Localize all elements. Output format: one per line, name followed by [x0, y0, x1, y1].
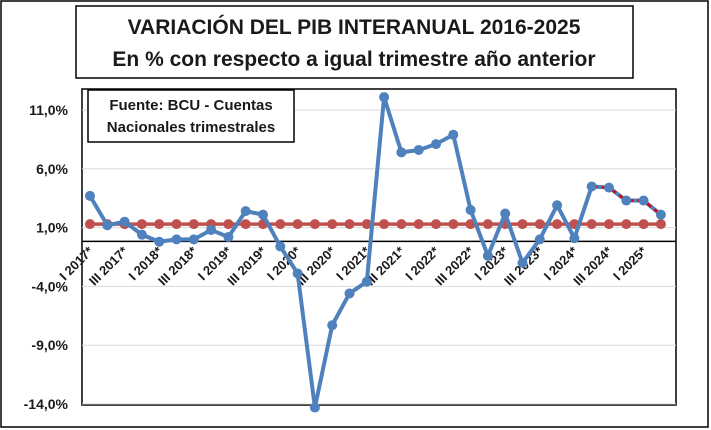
- data-point: [552, 219, 563, 230]
- y-tick-label: 1,0%: [36, 220, 68, 236]
- data-point: [240, 219, 251, 230]
- y-tick-label: -14,0%: [24, 396, 69, 412]
- y-axis-ticks: 11,0% 6,0% 1,0% -4,0% -9,0% -14,0%: [24, 102, 69, 412]
- data-point: [136, 219, 147, 230]
- data-point: [292, 268, 303, 279]
- title-box: [75, 5, 634, 79]
- data-point: [534, 219, 545, 230]
- data-point: [431, 219, 441, 230]
- series-line-tail-dashed: [591, 185, 662, 216]
- y-tick-label: 11,0%: [29, 102, 68, 118]
- data-point: [361, 219, 372, 230]
- data-point: [569, 233, 580, 244]
- data-point: [396, 147, 407, 158]
- data-point: [223, 219, 234, 230]
- data-point: [309, 402, 320, 413]
- y-tick-label: -9,0%: [31, 337, 68, 353]
- data-point: [275, 219, 286, 230]
- y-tick-label: -4,0%: [31, 278, 68, 294]
- data-point: [655, 209, 666, 220]
- data-point: [327, 219, 338, 230]
- data-point: [258, 209, 268, 220]
- data-point: [309, 219, 320, 230]
- data-point: [154, 219, 165, 230]
- data-point: [482, 250, 493, 261]
- data-point: [292, 219, 303, 230]
- data-point: [361, 276, 372, 287]
- data-point: [586, 219, 597, 230]
- data-point: [154, 236, 165, 247]
- data-point: [396, 219, 407, 230]
- data-point: [482, 219, 493, 230]
- data-point: [379, 92, 390, 103]
- data-point: [552, 200, 563, 211]
- data-point: [240, 206, 251, 217]
- data-point: [171, 234, 182, 245]
- data-point: [136, 229, 147, 240]
- data-point: [327, 320, 338, 331]
- series-gdp-variation: [85, 92, 666, 413]
- data-point: [171, 219, 182, 230]
- data-point: [275, 241, 286, 252]
- data-point: [500, 208, 511, 219]
- data-point: [206, 224, 217, 235]
- data-point: [431, 139, 441, 150]
- data-point: [465, 204, 476, 215]
- source-line-1: Fuente: BCU - Cuentas: [109, 97, 272, 114]
- data-point: [517, 219, 528, 230]
- data-point: [85, 219, 95, 230]
- data-point: [621, 195, 632, 206]
- source-line-2: Nacionales trimestrales: [107, 119, 275, 136]
- data-point: [85, 190, 95, 201]
- chart-subtitle: En % con respecto a igual trimestre año …: [112, 48, 595, 71]
- data-point: [102, 220, 113, 231]
- data-point: [604, 219, 614, 230]
- data-point: [604, 182, 614, 193]
- data-point: [379, 219, 390, 230]
- data-point: [534, 234, 545, 245]
- data-point: [517, 257, 528, 268]
- data-point: [344, 288, 355, 299]
- source-box: [87, 89, 295, 143]
- data-point: [223, 232, 234, 243]
- data-point: [188, 234, 199, 245]
- data-point: [188, 219, 199, 230]
- data-point: [448, 219, 459, 230]
- data-point: [448, 129, 459, 140]
- data-point: [638, 195, 649, 206]
- data-point: [344, 219, 355, 230]
- data-point: [586, 181, 597, 192]
- data-point: [638, 219, 649, 230]
- data-point: [119, 216, 130, 227]
- data-point: [413, 219, 424, 230]
- data-point: [621, 219, 632, 230]
- y-tick-label: 6,0%: [36, 161, 68, 177]
- chart-title: VARIACIÓN DEL PIB INTERANUAL 2016-2025: [128, 15, 581, 39]
- data-point: [655, 219, 666, 230]
- data-point: [413, 144, 424, 155]
